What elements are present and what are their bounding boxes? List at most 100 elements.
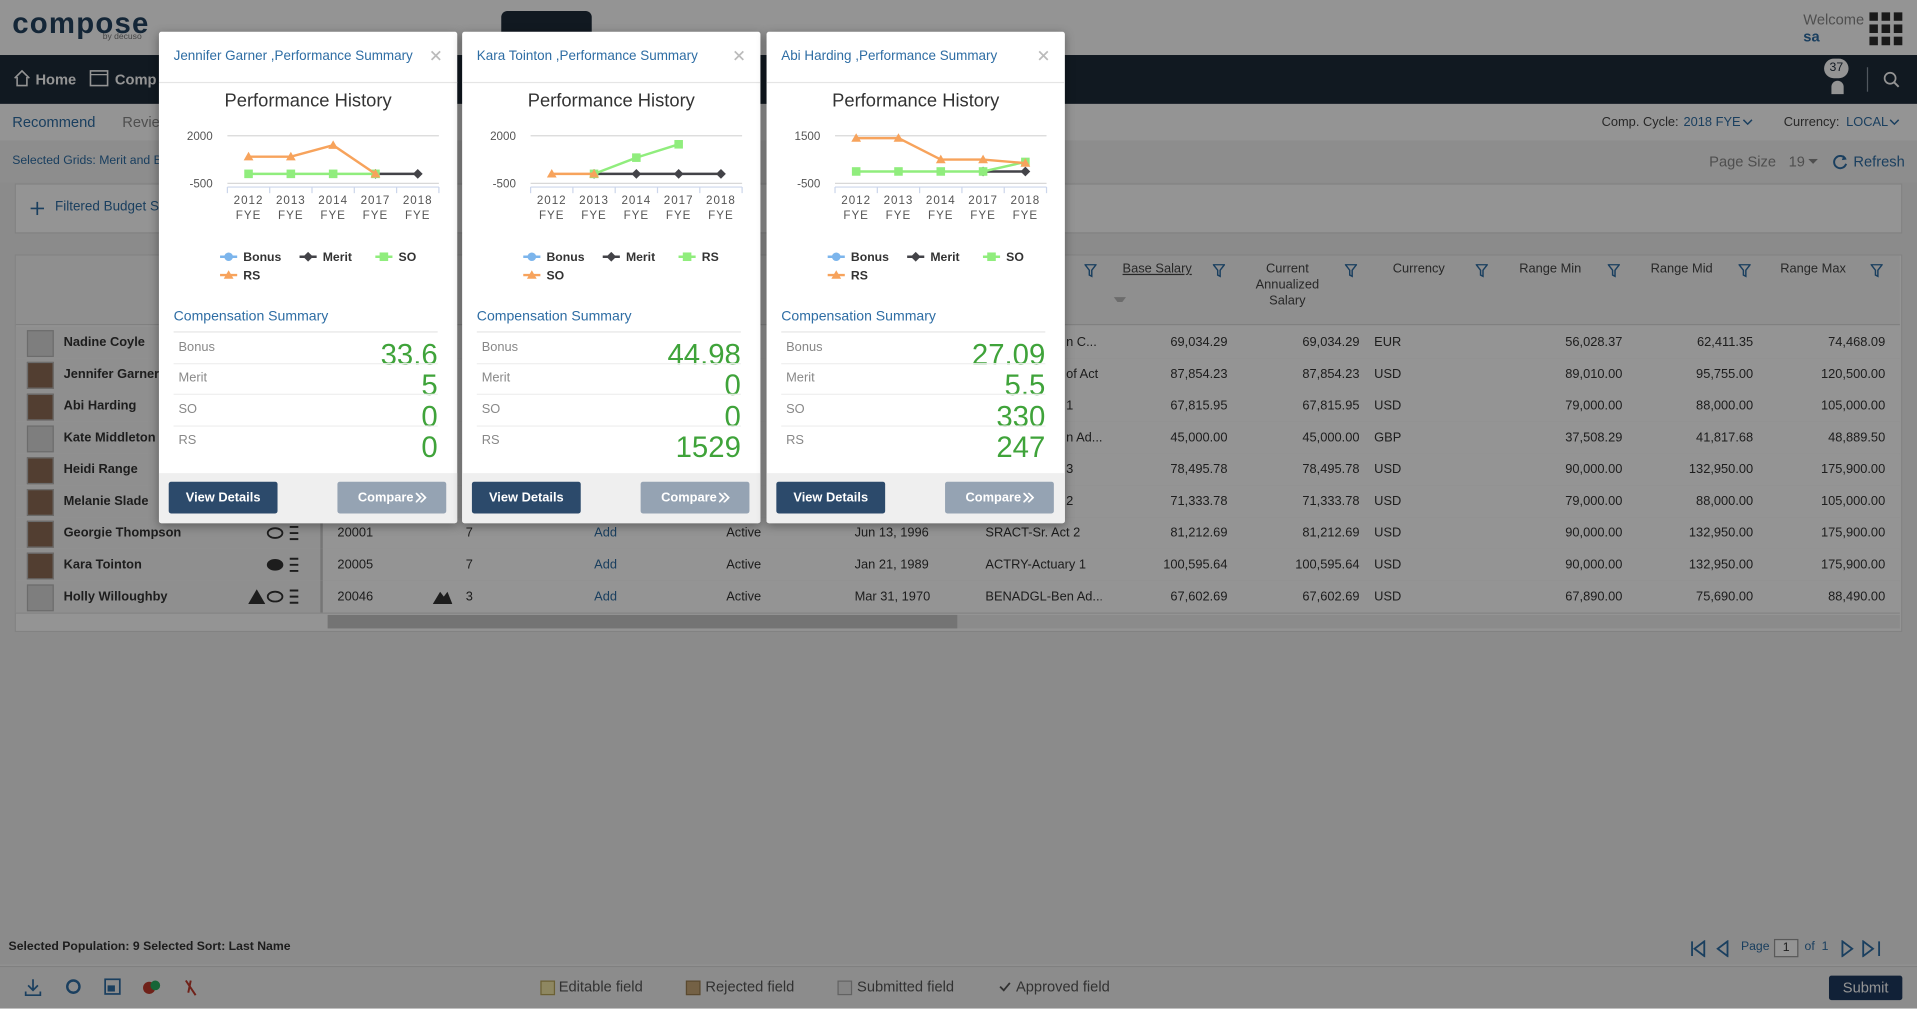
search-icon[interactable] [1883,71,1900,88]
x-tick-label: 2014 FYE [318,194,349,223]
bubble-shape [266,590,284,603]
column-header[interactable]: Range Mid [1650,261,1713,277]
avatar [26,330,54,357]
column-header[interactable]: Range Max [1780,261,1846,277]
legend-item[interactable]: Bonus [220,250,282,264]
employee-name[interactable]: Melanie Slade [63,493,149,509]
employee-name[interactable]: Kara Tointon [63,557,142,573]
filter-icon[interactable] [1738,264,1751,278]
filter-label[interactable]: Filtered Budget S [55,199,159,214]
page-label: Page [1740,940,1770,954]
bubble-filled-icon[interactable] [266,557,284,572]
legend-item[interactable]: Merit [299,250,352,264]
employee-name[interactable]: Kate Middleton [63,430,156,446]
filter-icon[interactable] [1344,264,1358,278]
compare-button[interactable]: Compare [945,481,1054,514]
close-shape [734,50,744,61]
welcome: Welcome [1803,11,1865,29]
cycle-value[interactable]: 2018 FYE [1683,114,1741,130]
legend-item[interactable]: Bonus [827,250,889,264]
compare-icon [415,492,427,503]
view-details-button[interactable]: View Details [168,481,278,514]
footer-icons[interactable] [24,978,207,998]
tab-review[interactable]: Revie [122,113,160,131]
legend-item[interactable]: SO [375,250,416,264]
menu-icon[interactable] [285,525,302,541]
logo[interactable]: compose [12,7,150,41]
column-header[interactable]: Currency [1392,261,1445,277]
summary-value: 33.6 [380,338,438,372]
filter-icon[interactable] [1475,264,1488,278]
employee-name[interactable]: Holly Willoughby [63,589,168,604]
employee-name[interactable]: Heidi Range [63,462,138,477]
close-icon[interactable] [734,50,745,61]
page-input[interactable]: 1 [1773,938,1799,958]
cell-grade: 3 [465,589,473,604]
page-size[interactable]: 19 [1788,152,1805,170]
legend-item[interactable]: RS [827,268,868,282]
legend-item[interactable]: Merit [907,250,960,264]
warn-icon[interactable] [248,589,266,604]
bell-icon[interactable] [1827,77,1849,99]
submit-button[interactable]: Submit [1828,975,1903,1001]
tab-recommend[interactable]: Recommend [12,113,96,131]
notification-badge[interactable]: 37 [1824,58,1849,79]
employee-name[interactable]: Abi Harding [63,398,137,414]
divider [158,81,458,84]
chart-title: Performance History [224,90,392,112]
first-prev-icons[interactable] [1691,940,1740,958]
apps-icon[interactable] [1869,12,1903,46]
filter-icon[interactable] [1607,264,1620,278]
view-details-button[interactable]: View Details [471,481,581,514]
employee-name[interactable]: Georgie Thompson [63,525,182,541]
menu-icon[interactable] [285,589,302,604]
legend-item[interactable]: RS [220,268,260,282]
legend-item[interactable]: RS [678,250,719,264]
close-icon[interactable] [430,50,441,61]
rule-icon[interactable] [432,589,453,604]
cell-action[interactable]: Add [594,589,618,604]
column-header[interactable]: Range Min [1519,261,1582,277]
legend-item[interactable]: Bonus [523,250,585,264]
filter-icon[interactable] [1870,264,1883,278]
cell-current: 71,333.78 [1302,493,1360,509]
currency-value[interactable]: LOCAL [1846,114,1889,130]
user[interactable]: sa [1803,28,1820,46]
series [851,133,1031,167]
cell-action[interactable]: Add [594,557,618,573]
cell-current: 81,212.69 [1302,525,1360,541]
cell-base: 100,595.64 [1163,557,1228,573]
filter-shape [1607,264,1620,278]
refresh[interactable]: Refresh [1853,152,1905,170]
legend-item[interactable]: SO [523,268,564,282]
employee-name[interactable]: Jennifer Garner [63,366,160,382]
legend-item[interactable]: SO [982,250,1024,264]
column-header[interactable]: Current Annualized Salary [1255,261,1320,309]
close-icon[interactable] [1038,50,1049,61]
y-tick-label: 2000 [187,130,213,143]
scroll-thumb[interactable] [327,614,958,629]
legend-item[interactable]: Merit [602,250,655,264]
bubble-icon[interactable] [266,526,284,541]
menu-icon[interactable] [285,557,302,572]
cell-action[interactable]: Add [594,525,618,541]
plus-icon[interactable] [30,201,45,216]
compare-button[interactable]: Compare [640,481,750,514]
view-details-button[interactable]: View Details [776,481,886,514]
filter-icon[interactable] [1084,264,1097,278]
bubble-icon[interactable] [266,589,284,604]
compare-button[interactable]: Compare [337,481,447,514]
refresh-icon[interactable] [1833,154,1849,170]
divider [173,331,438,333]
employee-name[interactable]: Nadine Coyle [63,334,145,350]
cell-job: 3 [1066,462,1074,477]
column-header[interactable]: Base Salary [1122,261,1192,277]
nav-home[interactable]: Home [35,70,77,89]
next-last-icons[interactable] [1840,940,1882,958]
nav-comp[interactable]: Comp [114,70,157,89]
legend-symbol [831,270,842,279]
filter-icon[interactable] [1212,264,1226,278]
series-line [248,143,377,175]
cycle-label: Comp. Cycle: [1601,114,1679,130]
